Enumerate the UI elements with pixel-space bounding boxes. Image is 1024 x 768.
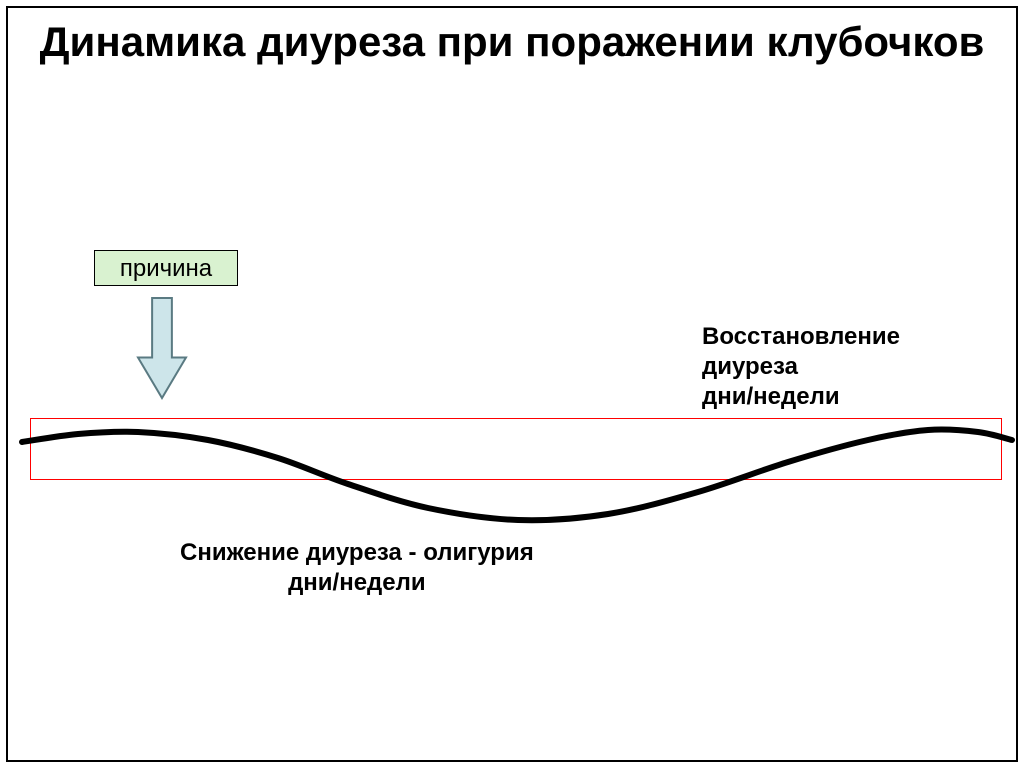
recovery-line1: Восстановление [702, 322, 900, 352]
slide-frame: Динамика диуреза при поражении клубочков… [6, 6, 1018, 762]
recovery-line3: дни/недели [702, 382, 900, 412]
decrease-line2: дни/недели [180, 568, 534, 598]
decrease-text: Снижение диуреза - олигурия дни/недели [180, 538, 534, 598]
recovery-text: Восстановление диуреза дни/недели [702, 322, 900, 412]
recovery-line2: диуреза [702, 352, 900, 382]
decrease-line1: Снижение диуреза - олигурия [180, 538, 534, 568]
